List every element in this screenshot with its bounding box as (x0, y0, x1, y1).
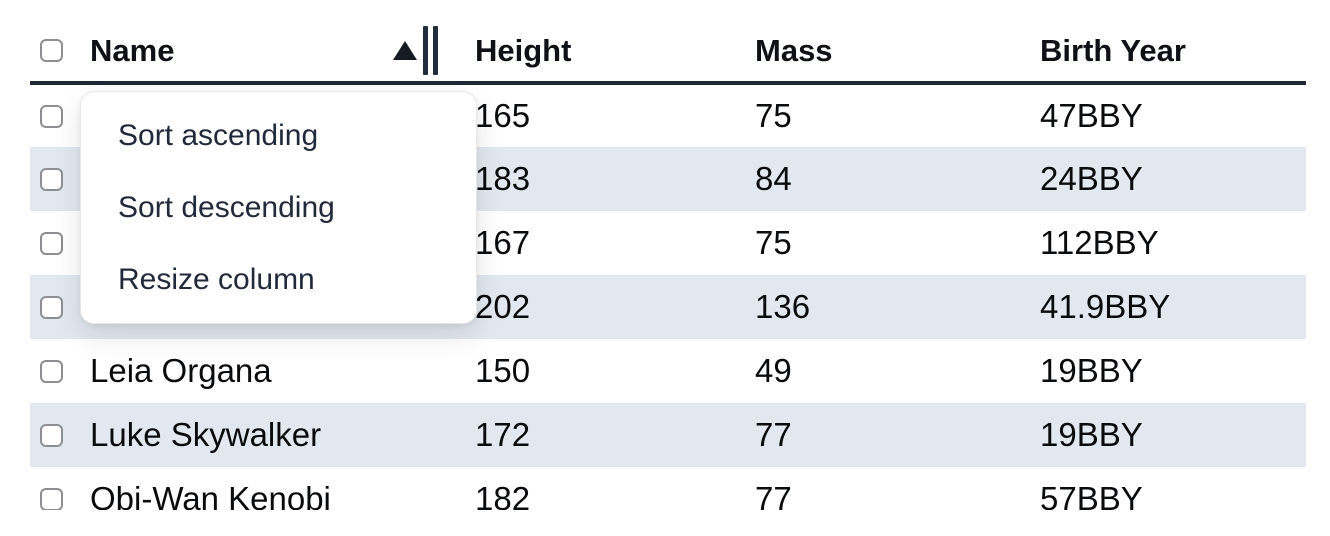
cell-mass: 75 (755, 97, 792, 134)
table-row: Leia Organa 150 49 19BBY (30, 339, 1306, 403)
cell-birth-year: 19BBY (1040, 352, 1143, 389)
cell-mass: 136 (755, 275, 1040, 339)
select-all-checkbox[interactable] (40, 39, 63, 62)
column-header-height[interactable]: Height (475, 0, 755, 85)
table-row: Obi-Wan Kenobi 182 77 57BBY (30, 467, 1306, 510)
cell-birth-year: 47BBY (1040, 97, 1143, 134)
cell-birth-year: 24BBY (1040, 147, 1306, 211)
cell-name: Luke Skywalker (90, 403, 475, 467)
row-checkbox[interactable] (40, 231, 63, 255)
cell-height: 182 (475, 480, 531, 510)
column-header-birth-year[interactable]: Birth Year (1040, 0, 1306, 85)
resize-bar (423, 26, 428, 75)
menu-item-resize-column[interactable]: Resize column (118, 263, 315, 296)
cell-mass: 84 (755, 147, 1040, 211)
cell-height: 172 (475, 403, 755, 467)
cell-height: 167 (475, 224, 531, 261)
table-row: 165 75 47BBY (30, 83, 1306, 147)
menu-item-sort-ascending[interactable]: Sort ascending (118, 119, 319, 152)
row-checkbox[interactable] (40, 104, 63, 128)
resize-bar (433, 26, 438, 75)
cell-height: 150 (475, 352, 531, 389)
menu-item-sort-descending[interactable]: Sort descending (118, 191, 335, 224)
cell-mass: 77 (755, 480, 792, 510)
table-row: Luke Skywalker 172 77 19BBY (30, 403, 1306, 467)
column-header-mass[interactable]: Mass (755, 0, 1040, 85)
sort-ascending-icon (393, 41, 417, 60)
header-row: Name Height Mass Birth Year (30, 0, 1306, 85)
cell-birth-year: 19BBY (1040, 403, 1306, 467)
row-checkbox[interactable] (40, 423, 63, 447)
table-row: 167 75 112BBY (30, 211, 1306, 275)
select-all-header-cell (30, 0, 90, 85)
cell-birth-year: 57BBY (1040, 480, 1143, 510)
row-checkbox[interactable] (40, 359, 63, 383)
row-checkbox[interactable] (40, 487, 63, 510)
column-header-name[interactable]: Name (90, 0, 475, 85)
cell-height: 165 (475, 97, 531, 134)
cell-birth-year: 41.9BBY (1040, 275, 1306, 339)
row-checkbox[interactable] (40, 167, 63, 191)
cell-name: Obi-Wan Kenobi (90, 480, 331, 510)
cell-height: 183 (475, 147, 755, 211)
cell-mass: 75 (755, 224, 792, 261)
column-header-name-label: Name (90, 32, 175, 68)
cell-mass: 49 (755, 352, 792, 389)
table-header: Name Height Mass Birth Year (30, 0, 1306, 85)
column-context-menu: Sort ascending Sort descending Resize co… (80, 91, 477, 324)
cell-birth-year: 112BBY (1040, 224, 1159, 261)
cell-mass: 77 (755, 403, 1040, 467)
row-checkbox[interactable] (40, 295, 63, 319)
cell-height: 202 (475, 275, 755, 339)
column-resize-handle-icon[interactable] (423, 26, 438, 75)
cell-name: Leia Organa (90, 352, 272, 389)
